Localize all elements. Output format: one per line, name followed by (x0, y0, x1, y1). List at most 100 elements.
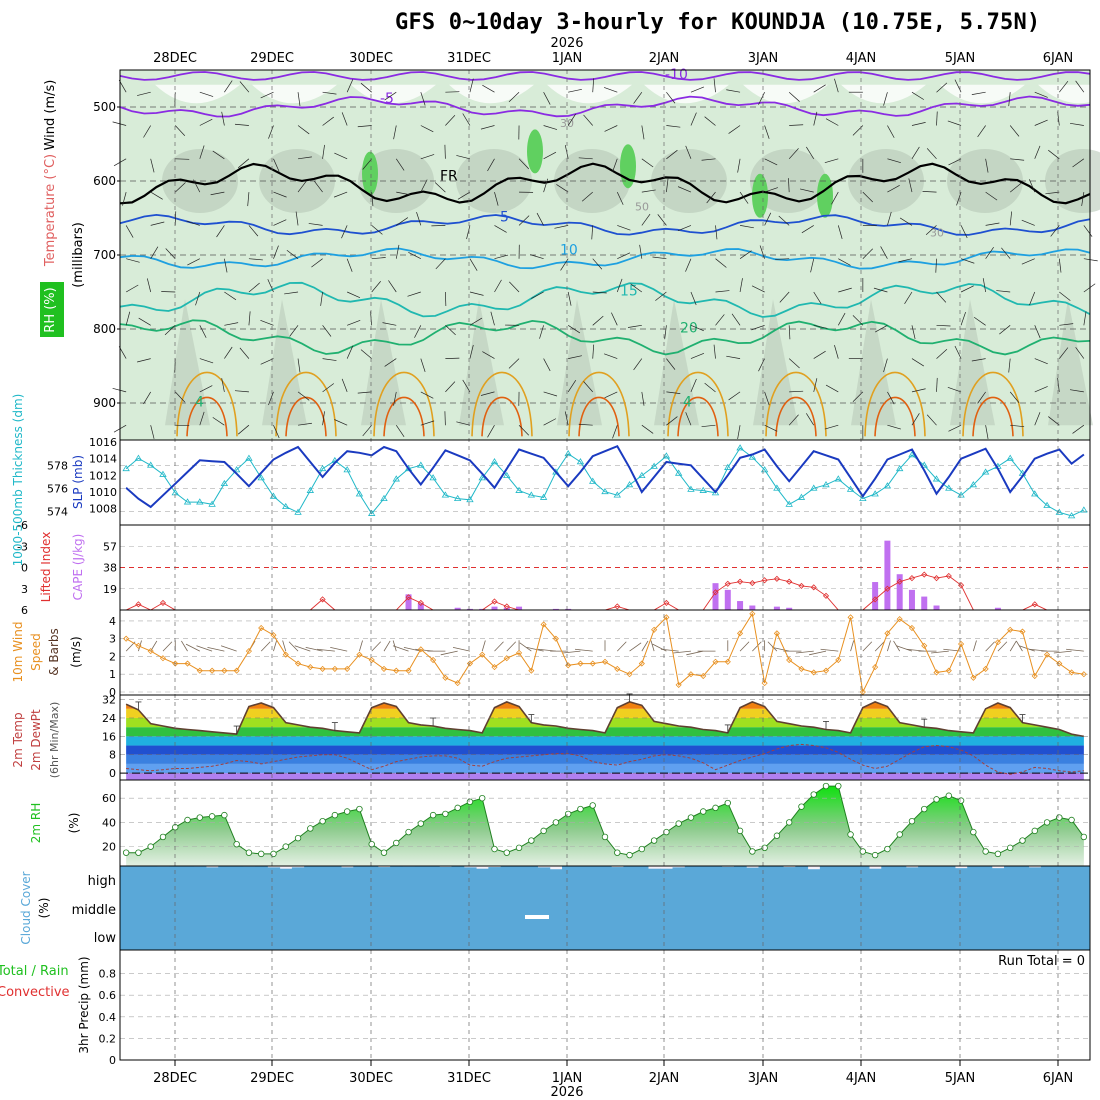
wind-barb (174, 125, 186, 136)
wind-barb (435, 258, 446, 270)
wind-barb (199, 411, 205, 426)
thickness-point (1067, 512, 1076, 519)
isotherm-label: -5 (380, 91, 394, 107)
wind10m-barb (650, 640, 655, 652)
wind-barb (416, 211, 422, 226)
wind-barb (199, 118, 213, 126)
wind-barb (690, 353, 705, 359)
thickness-point (527, 491, 536, 498)
wind-barb (466, 225, 471, 240)
rh-point (749, 848, 756, 855)
wind-tick-label: 2 (109, 650, 116, 663)
wind-barb (666, 416, 678, 426)
wind-barb (480, 391, 495, 396)
wind-barb (956, 191, 962, 206)
rh-point (282, 843, 289, 850)
dry-region (252, 84, 337, 104)
wind-barb (713, 78, 716, 93)
wind-barb (685, 412, 692, 426)
lifted-index-point (921, 571, 928, 578)
bottom-date-label: 31DEC (447, 1071, 491, 1086)
cape-bar (405, 594, 412, 610)
high-cloud-bar (451, 866, 465, 893)
isotherm-30-loop (285, 396, 327, 437)
wind-speed-point (331, 665, 338, 672)
thickness-point (908, 451, 916, 458)
thickness-point (871, 490, 879, 497)
thickness-point (134, 454, 143, 461)
wind-barb (604, 87, 618, 93)
cape-bar (773, 606, 780, 610)
wind-speed-point (528, 667, 535, 674)
high-cloud-bar (746, 867, 759, 893)
wind-barb (764, 158, 778, 166)
wind-barb (237, 158, 250, 169)
wind-barb (143, 125, 151, 138)
wind10m-barb (481, 640, 486, 652)
wind-barb (1059, 323, 1074, 326)
wind-barb (641, 189, 656, 193)
wind-barb (926, 414, 937, 426)
cape-bar (921, 596, 928, 610)
wind-barb (715, 225, 718, 240)
temp-ylabel-2: 2m DewPt (29, 709, 43, 771)
wind-barb (395, 425, 405, 438)
wind10m-barb (383, 640, 391, 652)
rh-point (675, 820, 682, 827)
wind-barb (936, 111, 938, 126)
moist-column (950, 299, 995, 426)
high-cloud-bar (255, 866, 268, 893)
chart-title: GFS 0~10day 3-hourly for KOUNDJA (10.75E… (395, 10, 1041, 35)
high-cloud-bar (402, 866, 416, 893)
wind-speed-point (884, 630, 891, 637)
high-cloud-bar (574, 866, 588, 893)
wind-speed-point (135, 642, 142, 649)
wind-barb (788, 325, 791, 340)
wind-barb (813, 84, 826, 93)
wind-barb (248, 225, 259, 237)
thickness-point (294, 508, 302, 515)
lifted-index-point (491, 598, 498, 605)
wind-barb (740, 225, 754, 229)
temp-band (126, 745, 1084, 755)
wind-barb (1008, 358, 1011, 373)
rh-point (356, 805, 363, 813)
wind-barb (420, 391, 434, 399)
wind-barb (706, 191, 716, 204)
wind-barb (935, 258, 937, 273)
rh-point (700, 808, 707, 815)
wind-barb (193, 179, 201, 193)
wind-barb (469, 317, 483, 326)
cape-tick-label: 38 (103, 562, 117, 575)
upper-air-panel: -5 FR 5 10 15 20 -10 4 4 30 30 50 (112, 67, 1100, 440)
lifted-index-point (135, 601, 142, 608)
rh-point (896, 831, 903, 838)
rh-point (515, 844, 523, 852)
isotherm-label: 10 (560, 243, 578, 259)
thickness-point (380, 494, 388, 501)
rh-tick-label: 20 (102, 841, 116, 854)
thickness-point (466, 495, 474, 503)
wind-barb (936, 324, 951, 327)
lifted-index-point (503, 603, 510, 610)
wind-barb (420, 179, 428, 193)
bottom-date-label: 5JAN (945, 1071, 976, 1086)
wind-barb (824, 424, 839, 430)
rh-point (859, 848, 867, 855)
high-cloud-bar (169, 866, 182, 893)
wind10m-barb (506, 641, 517, 652)
rh-point (491, 845, 498, 853)
thickness-point (797, 493, 806, 500)
wind10m-barb (809, 650, 827, 656)
isotherm-label: 5 (500, 209, 509, 225)
high-cloud-bar (623, 866, 637, 893)
dry-region (743, 84, 828, 104)
wind-barb (568, 355, 582, 359)
wind-barb (395, 244, 400, 259)
wind-barb (911, 325, 916, 340)
wind-barb (655, 291, 667, 301)
wind-speed-point (233, 667, 240, 674)
cape-bar (417, 603, 424, 610)
upper-ylabel-rh: RH (%) (43, 287, 58, 332)
wind10m-barb (673, 650, 691, 654)
